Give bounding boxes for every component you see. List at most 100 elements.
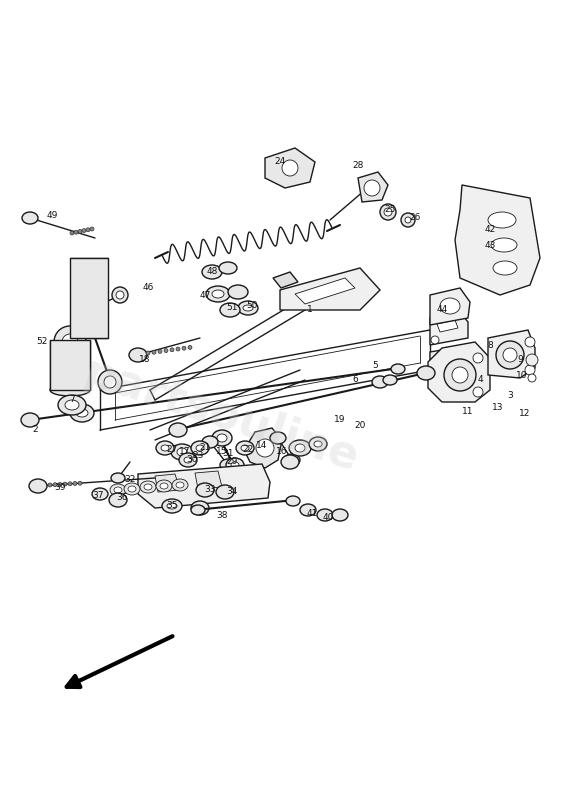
Ellipse shape: [503, 348, 517, 362]
Text: 52: 52: [36, 338, 48, 346]
Ellipse shape: [86, 228, 90, 232]
Ellipse shape: [110, 484, 126, 496]
Circle shape: [431, 336, 439, 344]
Ellipse shape: [452, 367, 468, 383]
Circle shape: [473, 353, 483, 363]
Polygon shape: [295, 278, 355, 304]
Ellipse shape: [380, 204, 396, 220]
Text: 28: 28: [352, 161, 364, 170]
Polygon shape: [138, 464, 270, 508]
Ellipse shape: [488, 212, 516, 228]
Text: 43: 43: [484, 241, 496, 250]
Text: 51: 51: [226, 303, 238, 313]
Text: 18: 18: [139, 355, 151, 365]
Text: 4: 4: [477, 375, 483, 385]
Text: 20: 20: [354, 421, 365, 430]
Text: 27: 27: [166, 445, 178, 454]
Text: 5: 5: [372, 361, 378, 370]
Ellipse shape: [300, 504, 316, 516]
Text: 2: 2: [32, 426, 38, 434]
Ellipse shape: [176, 347, 180, 351]
Text: 35: 35: [166, 501, 178, 510]
Ellipse shape: [182, 346, 186, 350]
Ellipse shape: [65, 400, 79, 410]
Ellipse shape: [236, 441, 254, 455]
Ellipse shape: [372, 376, 388, 388]
Ellipse shape: [188, 346, 192, 350]
Ellipse shape: [140, 481, 156, 493]
Circle shape: [282, 160, 298, 176]
Ellipse shape: [164, 349, 168, 353]
Ellipse shape: [152, 350, 156, 354]
Polygon shape: [280, 268, 380, 310]
Text: 7: 7: [69, 395, 75, 405]
Text: 39: 39: [54, 483, 66, 493]
Text: 46: 46: [143, 283, 154, 293]
Ellipse shape: [496, 341, 524, 369]
Text: 41: 41: [306, 509, 318, 518]
Text: 25: 25: [384, 206, 396, 214]
Ellipse shape: [171, 444, 193, 460]
Ellipse shape: [391, 364, 405, 374]
Ellipse shape: [212, 290, 224, 298]
Polygon shape: [358, 172, 388, 202]
Ellipse shape: [206, 286, 230, 302]
Ellipse shape: [58, 482, 62, 486]
Ellipse shape: [92, 488, 108, 500]
Text: 50: 50: [246, 301, 258, 310]
Ellipse shape: [444, 359, 476, 391]
Circle shape: [528, 374, 536, 382]
Ellipse shape: [129, 348, 147, 362]
Ellipse shape: [167, 503, 177, 509]
Text: 19: 19: [334, 415, 346, 425]
Ellipse shape: [231, 462, 239, 468]
Text: 13: 13: [492, 403, 504, 413]
Ellipse shape: [401, 213, 415, 227]
Text: 23: 23: [192, 451, 204, 461]
Ellipse shape: [384, 208, 392, 216]
Ellipse shape: [243, 305, 253, 311]
Circle shape: [525, 365, 535, 375]
Text: 30: 30: [186, 455, 198, 465]
Polygon shape: [155, 474, 180, 492]
Ellipse shape: [111, 473, 125, 483]
Polygon shape: [195, 471, 222, 489]
Ellipse shape: [68, 482, 72, 486]
Ellipse shape: [526, 354, 538, 366]
Ellipse shape: [184, 457, 192, 463]
Ellipse shape: [295, 444, 305, 452]
Text: 33: 33: [204, 486, 216, 494]
Ellipse shape: [216, 485, 234, 499]
Polygon shape: [265, 148, 315, 188]
Ellipse shape: [196, 445, 204, 451]
Ellipse shape: [128, 486, 136, 492]
Text: 29: 29: [226, 458, 237, 466]
Text: 47: 47: [199, 290, 211, 299]
Text: 22: 22: [242, 445, 254, 454]
Ellipse shape: [76, 409, 88, 417]
Circle shape: [256, 439, 274, 457]
Text: 48: 48: [206, 267, 218, 277]
Text: 1: 1: [307, 306, 313, 314]
Bar: [50, 340, 90, 390]
Ellipse shape: [289, 440, 311, 456]
Polygon shape: [455, 185, 540, 295]
Polygon shape: [437, 353, 460, 366]
Ellipse shape: [156, 441, 174, 455]
Ellipse shape: [238, 301, 258, 315]
Ellipse shape: [440, 298, 460, 314]
Text: 16: 16: [276, 447, 288, 457]
Ellipse shape: [50, 384, 90, 396]
Ellipse shape: [78, 481, 82, 485]
Ellipse shape: [170, 348, 174, 352]
Ellipse shape: [70, 404, 94, 422]
Polygon shape: [430, 288, 470, 325]
Ellipse shape: [284, 454, 300, 466]
Ellipse shape: [48, 483, 52, 487]
Ellipse shape: [146, 351, 150, 355]
Text: 17: 17: [179, 447, 191, 457]
Ellipse shape: [233, 474, 243, 482]
Ellipse shape: [58, 395, 86, 415]
Ellipse shape: [53, 482, 57, 486]
Text: 10: 10: [516, 370, 528, 379]
